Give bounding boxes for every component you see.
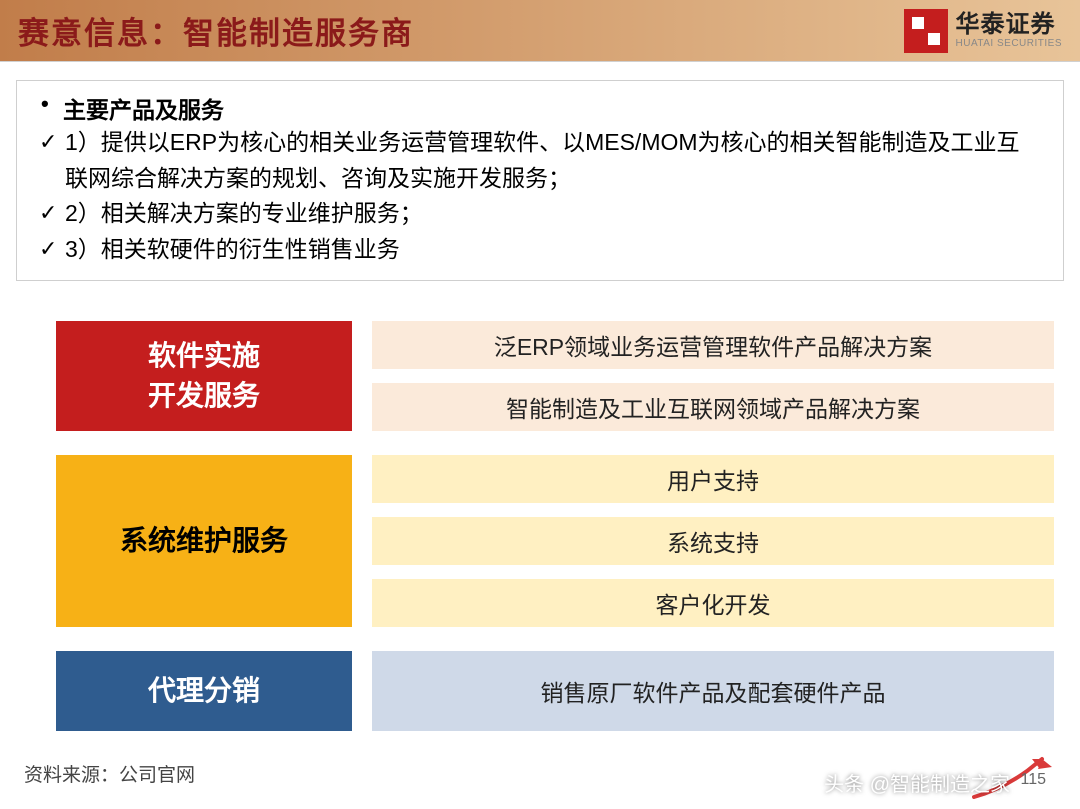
category-line: 代理分销 bbox=[148, 671, 260, 710]
category-line: 软件实施 bbox=[148, 336, 260, 375]
detail-column: 用户支持 系统支持 客户化开发 bbox=[372, 455, 1054, 627]
source-text: 资料来源：公司官网 bbox=[24, 760, 195, 787]
diagram-row: 代理分销 销售原厂软件产品及配套硬件产品 bbox=[56, 651, 1054, 731]
detail-box: 智能制造及工业互联网领域产品解决方案 bbox=[372, 383, 1054, 431]
watermark-text: 头条 @智能制造之家 bbox=[824, 768, 1010, 797]
detail-box: 销售原厂软件产品及配套硬件产品 bbox=[372, 651, 1054, 731]
category-box-software: 软件实施 开发服务 bbox=[56, 321, 352, 431]
detail-column: 泛ERP领域业务运营管理软件产品解决方案 智能制造及工业互联网领域产品解决方案 bbox=[372, 321, 1054, 431]
bullets-heading: 主要产品及服务 bbox=[63, 91, 1041, 125]
logo-en-text: HUATAI SECURITIES bbox=[956, 39, 1062, 49]
detail-box: 用户支持 bbox=[372, 455, 1054, 503]
diagram-row: 软件实施 开发服务 泛ERP领域业务运营管理软件产品解决方案 智能制造及工业互联… bbox=[56, 321, 1054, 431]
bullet-item: 3）相关软硬件的衍生性销售业务 bbox=[39, 232, 1041, 268]
detail-box: 客户化开发 bbox=[372, 579, 1054, 627]
bullets-panel: 主要产品及服务 1）提供以ERP为核心的相关业务运营管理软件、以MES/MOM为… bbox=[16, 80, 1064, 281]
diagram-row: 系统维护服务 用户支持 系统支持 客户化开发 bbox=[56, 455, 1054, 627]
page-number: 115 bbox=[1020, 771, 1046, 789]
services-diagram: 软件实施 开发服务 泛ERP领域业务运营管理软件产品解决方案 智能制造及工业互联… bbox=[56, 321, 1054, 731]
logo-text: 华泰证券 HUATAI SECURITIES bbox=[956, 13, 1062, 49]
category-line: 系统维护服务 bbox=[120, 521, 288, 560]
detail-column: 销售原厂软件产品及配套硬件产品 bbox=[372, 651, 1054, 731]
slide-title: 赛意信息：智能制造服务商 bbox=[18, 8, 414, 53]
logo-cn-text: 华泰证券 bbox=[956, 13, 1062, 37]
detail-box: 系统支持 bbox=[372, 517, 1054, 565]
category-box-maintenance: 系统维护服务 bbox=[56, 455, 352, 627]
detail-box: 泛ERP领域业务运营管理软件产品解决方案 bbox=[372, 321, 1054, 369]
bullet-item: 2）相关解决方案的专业维护服务； bbox=[39, 196, 1041, 232]
logo-icon bbox=[904, 9, 948, 53]
category-box-distribution: 代理分销 bbox=[56, 651, 352, 731]
slide-header: 赛意信息：智能制造服务商 华泰证券 HUATAI SECURITIES bbox=[0, 0, 1080, 62]
bullet-item: 1）提供以ERP为核心的相关业务运营管理软件、以MES/MOM为核心的相关智能制… bbox=[39, 125, 1041, 196]
category-line: 开发服务 bbox=[148, 376, 260, 415]
company-logo: 华泰证券 HUATAI SECURITIES bbox=[904, 9, 1062, 53]
